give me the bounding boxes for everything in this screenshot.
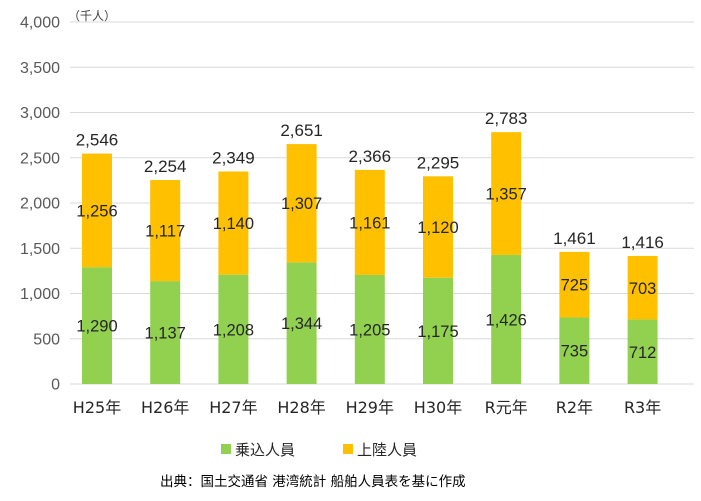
y-tick-label: 0 [51,377,60,394]
x-tick-label: R元年 [485,398,528,417]
legend-swatch [221,444,231,454]
y-tick-label: 2,500 [20,150,60,167]
y-tick-label: 2,000 [20,196,60,213]
bar-landing [286,144,317,263]
unit-label: （千人） [68,9,116,23]
y-tick-label: 3,500 [20,60,60,77]
data-label-boarding: 1,290 [76,318,117,336]
data-label-landing: 725 [561,277,589,295]
data-label-boarding: 1,175 [417,323,458,341]
data-label-boarding: 1,344 [281,315,322,333]
data-label-landing: 703 [629,280,657,298]
data-label-landing: 1,256 [76,202,117,220]
legend-label: 上陸人員 [357,441,417,459]
x-tick-label: R3年 [624,398,661,417]
x-tick-label: H27年 [209,398,257,417]
bar-landing [150,180,181,282]
bar-boarding [286,262,317,384]
data-label-landing: 1,161 [349,214,390,232]
total-label: 2,366 [349,147,392,166]
data-label-boarding: 1,205 [349,321,390,339]
bar-boarding [218,274,249,384]
bar-landing [354,169,385,275]
bar-landing [218,171,249,275]
bar-boarding [423,277,453,384]
x-tick-label: H25年 [73,398,121,417]
total-label: 2,783 [485,109,528,128]
legend-label: 乗込人員 [235,441,295,459]
x-tick-label: R2年 [556,398,593,417]
bar-landing [627,255,658,320]
data-label-boarding: 735 [561,343,589,361]
total-label: 2,254 [144,157,187,176]
bar-landing [423,176,453,278]
y-tick-label: 500 [33,331,60,348]
bar-boarding [82,267,112,384]
data-label-boarding: 1,208 [213,321,254,339]
bar-boarding [491,254,522,384]
bar-boarding [150,281,181,384]
bar-landing [82,153,112,268]
x-tick-label: H29年 [346,398,394,417]
bar-boarding [354,274,385,384]
y-tick-label: 3,000 [20,105,60,122]
x-tick-label: H28年 [277,398,325,417]
total-label: 2,651 [280,121,323,140]
x-tick-label: H30年 [414,398,462,417]
data-label-boarding: 1,137 [145,325,186,343]
x-tick-label: H26年 [141,398,189,417]
data-label-boarding: 1,426 [486,311,527,329]
total-label: 1,461 [553,229,596,248]
bar-boarding [559,317,590,384]
y-tick-label: 1,500 [20,241,60,258]
total-label: 2,546 [76,131,119,150]
y-tick-label: 1,000 [20,286,60,303]
data-label-landing: 1,117 [145,223,185,241]
total-label: 1,416 [621,233,664,252]
data-label-landing: 1,307 [281,195,322,213]
y-tick-label: 4,000 [20,15,60,32]
bar-landing [559,251,590,318]
total-label: 2,349 [212,149,255,168]
data-label-landing: 1,140 [213,215,254,233]
data-label-landing: 1,357 [486,186,527,204]
bar-boarding [627,319,658,384]
data-label-boarding: 712 [629,344,657,362]
data-label-landing: 1,120 [417,219,458,237]
bar-landing [491,132,522,255]
legend-swatch [343,444,353,454]
total-label: 2,295 [417,153,460,172]
source-note: 出典：国土交通省 港湾統計 船舶人員表を基に作成 [160,473,466,490]
